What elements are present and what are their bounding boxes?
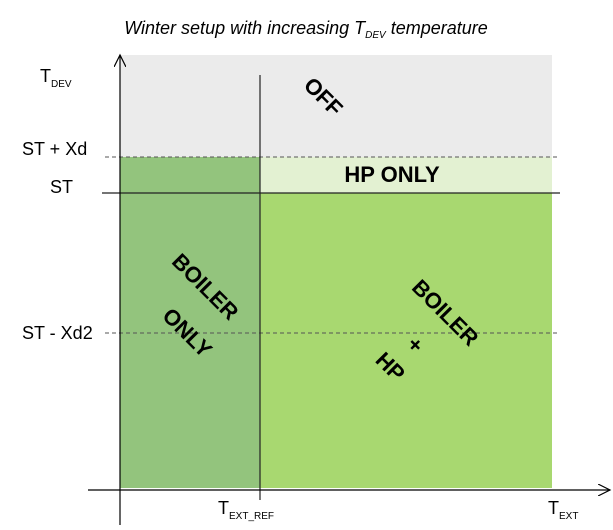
y-axis-label: TDEV bbox=[40, 66, 72, 90]
boiler-only-region bbox=[120, 157, 260, 488]
hp-only-region bbox=[260, 157, 552, 193]
title-subscript: DEV bbox=[365, 30, 387, 41]
symbol: T bbox=[548, 498, 559, 518]
title: Winter setup with increasing TDEV temper… bbox=[124, 18, 488, 41]
title-symbol: T bbox=[354, 18, 367, 38]
off-region bbox=[120, 55, 552, 157]
title-suffix: temperature bbox=[386, 18, 488, 38]
x-axis-label: TEXT bbox=[548, 498, 578, 522]
x-reference-label: TEXT_REF bbox=[218, 498, 274, 522]
boiler-hp-region bbox=[260, 193, 552, 488]
subscript: EXT bbox=[559, 511, 578, 522]
hp-only-label: HP ONLY bbox=[344, 162, 440, 187]
symbol: T bbox=[218, 498, 229, 518]
level-label: ST bbox=[50, 177, 73, 197]
subscript: DEV bbox=[51, 79, 72, 90]
level-label: ST - Xd2 bbox=[22, 323, 93, 343]
level-label: ST + Xd bbox=[22, 139, 87, 159]
title-prefix: Winter setup with increasing bbox=[124, 18, 354, 38]
subscript: EXT_REF bbox=[229, 511, 274, 522]
symbol: T bbox=[40, 66, 51, 86]
